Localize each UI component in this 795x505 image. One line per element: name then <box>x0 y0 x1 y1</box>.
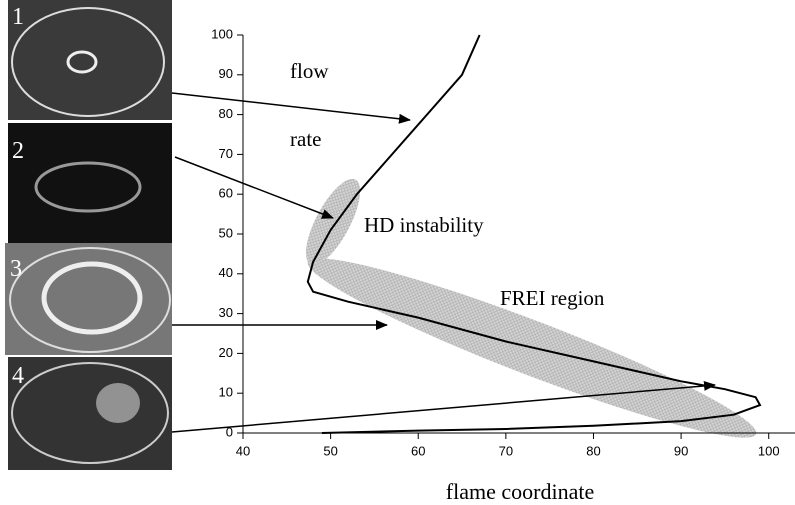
image-4: 4 <box>8 357 172 470</box>
x-tick-label: 70 <box>499 443 513 458</box>
x-tick-label: 80 <box>586 443 600 458</box>
annotation: flow <box>290 59 329 83</box>
y-tick-label: 60 <box>219 186 233 201</box>
y-tick-label: 80 <box>219 106 233 121</box>
x-tick-label: 60 <box>411 443 425 458</box>
y-tick-label: 0 <box>226 424 233 439</box>
image-number: 4 <box>12 363 24 389</box>
arrows <box>171 92 716 433</box>
y-tick-label: 10 <box>219 385 233 400</box>
annotation: rate <box>290 127 321 151</box>
image-number: 3 <box>10 256 22 282</box>
annotation: HD instability <box>364 213 484 237</box>
annotation: FREI region <box>500 286 605 310</box>
image-number: 2 <box>12 138 24 164</box>
image-3: 3 <box>5 243 172 355</box>
curve <box>306 34 762 434</box>
y-tick-label: 30 <box>219 305 233 320</box>
image-number: 1 <box>12 4 24 30</box>
y-tick-label: 40 <box>219 265 233 280</box>
image-2: 2 <box>8 123 172 243</box>
x-tick-label: 50 <box>323 443 337 458</box>
image-1: 1 <box>8 0 172 120</box>
hd-region <box>305 178 361 266</box>
y-tick-label: 90 <box>219 66 233 81</box>
x-axis-label: flame coordinate <box>446 479 594 504</box>
y-tick-label: 70 <box>219 146 233 161</box>
x-tick-label: 40 <box>236 443 250 458</box>
y-tick-label: 100 <box>211 26 233 41</box>
x-tick-label: 100 <box>758 443 780 458</box>
x-tick-label: 90 <box>674 443 688 458</box>
y-tick-label: 50 <box>219 225 233 240</box>
y-tick-label: 20 <box>219 345 233 360</box>
